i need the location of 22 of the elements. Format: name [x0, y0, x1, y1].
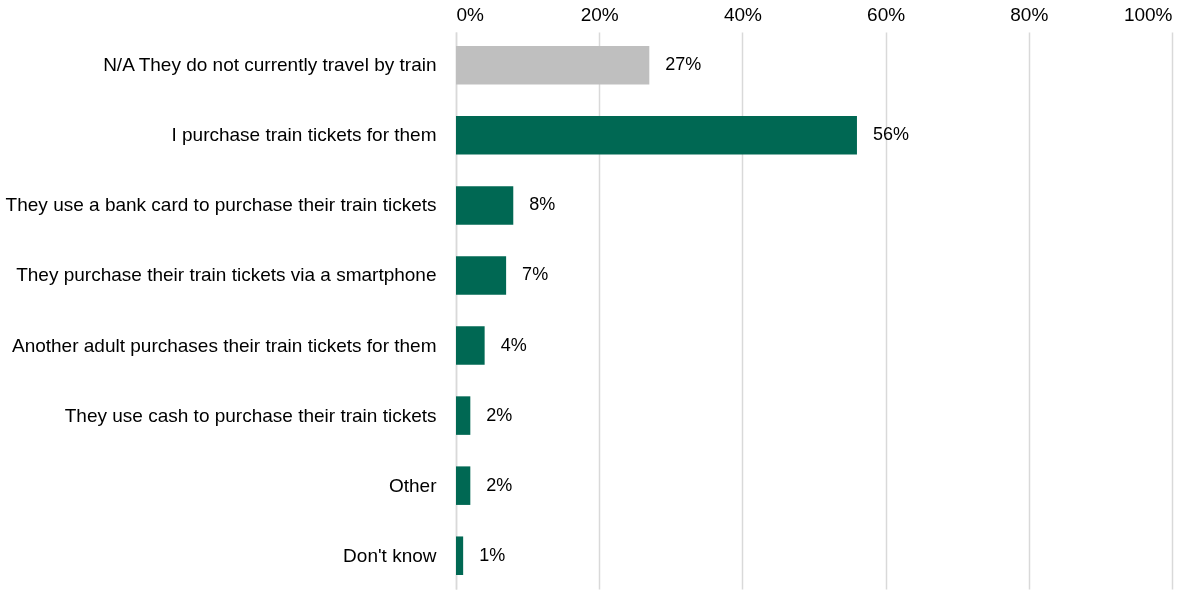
data-label: 8% — [529, 194, 556, 215]
x-tick-label: 60% — [867, 3, 906, 25]
data-label: 56% — [872, 124, 909, 145]
x-tick-label: 80% — [1010, 3, 1049, 25]
x-tick-label: 20% — [580, 3, 619, 25]
y-tick-label: Don't know — [343, 544, 437, 566]
y-tick-label: N/A They do not currently travel by train — [103, 54, 437, 76]
y-tick-label: Another adult purchases their train tickets for them — [11, 334, 437, 356]
y-tick-label: I purchase train tickets for them — [171, 124, 437, 146]
y-tick-label: Other — [388, 474, 438, 496]
data-label: 7% — [522, 264, 549, 285]
y-tick-label: They purchase their train tickets via a smartphone — [16, 264, 437, 286]
x-tick-label: 40% — [723, 3, 763, 25]
data-label: 2% — [486, 404, 513, 425]
data-label: 2% — [486, 474, 513, 495]
data-label: 4% — [500, 334, 527, 355]
x-tick-label: 0% — [456, 3, 485, 25]
y-tick-label: They use a bank card to purchase their train tickets — [5, 194, 437, 216]
x-tick-label: 100% — [1123, 3, 1173, 25]
y-tick-label: They use cash to purchase their train tickets — [64, 404, 437, 426]
data-label: 27% — [665, 54, 702, 75]
data-label: 1% — [479, 544, 506, 565]
